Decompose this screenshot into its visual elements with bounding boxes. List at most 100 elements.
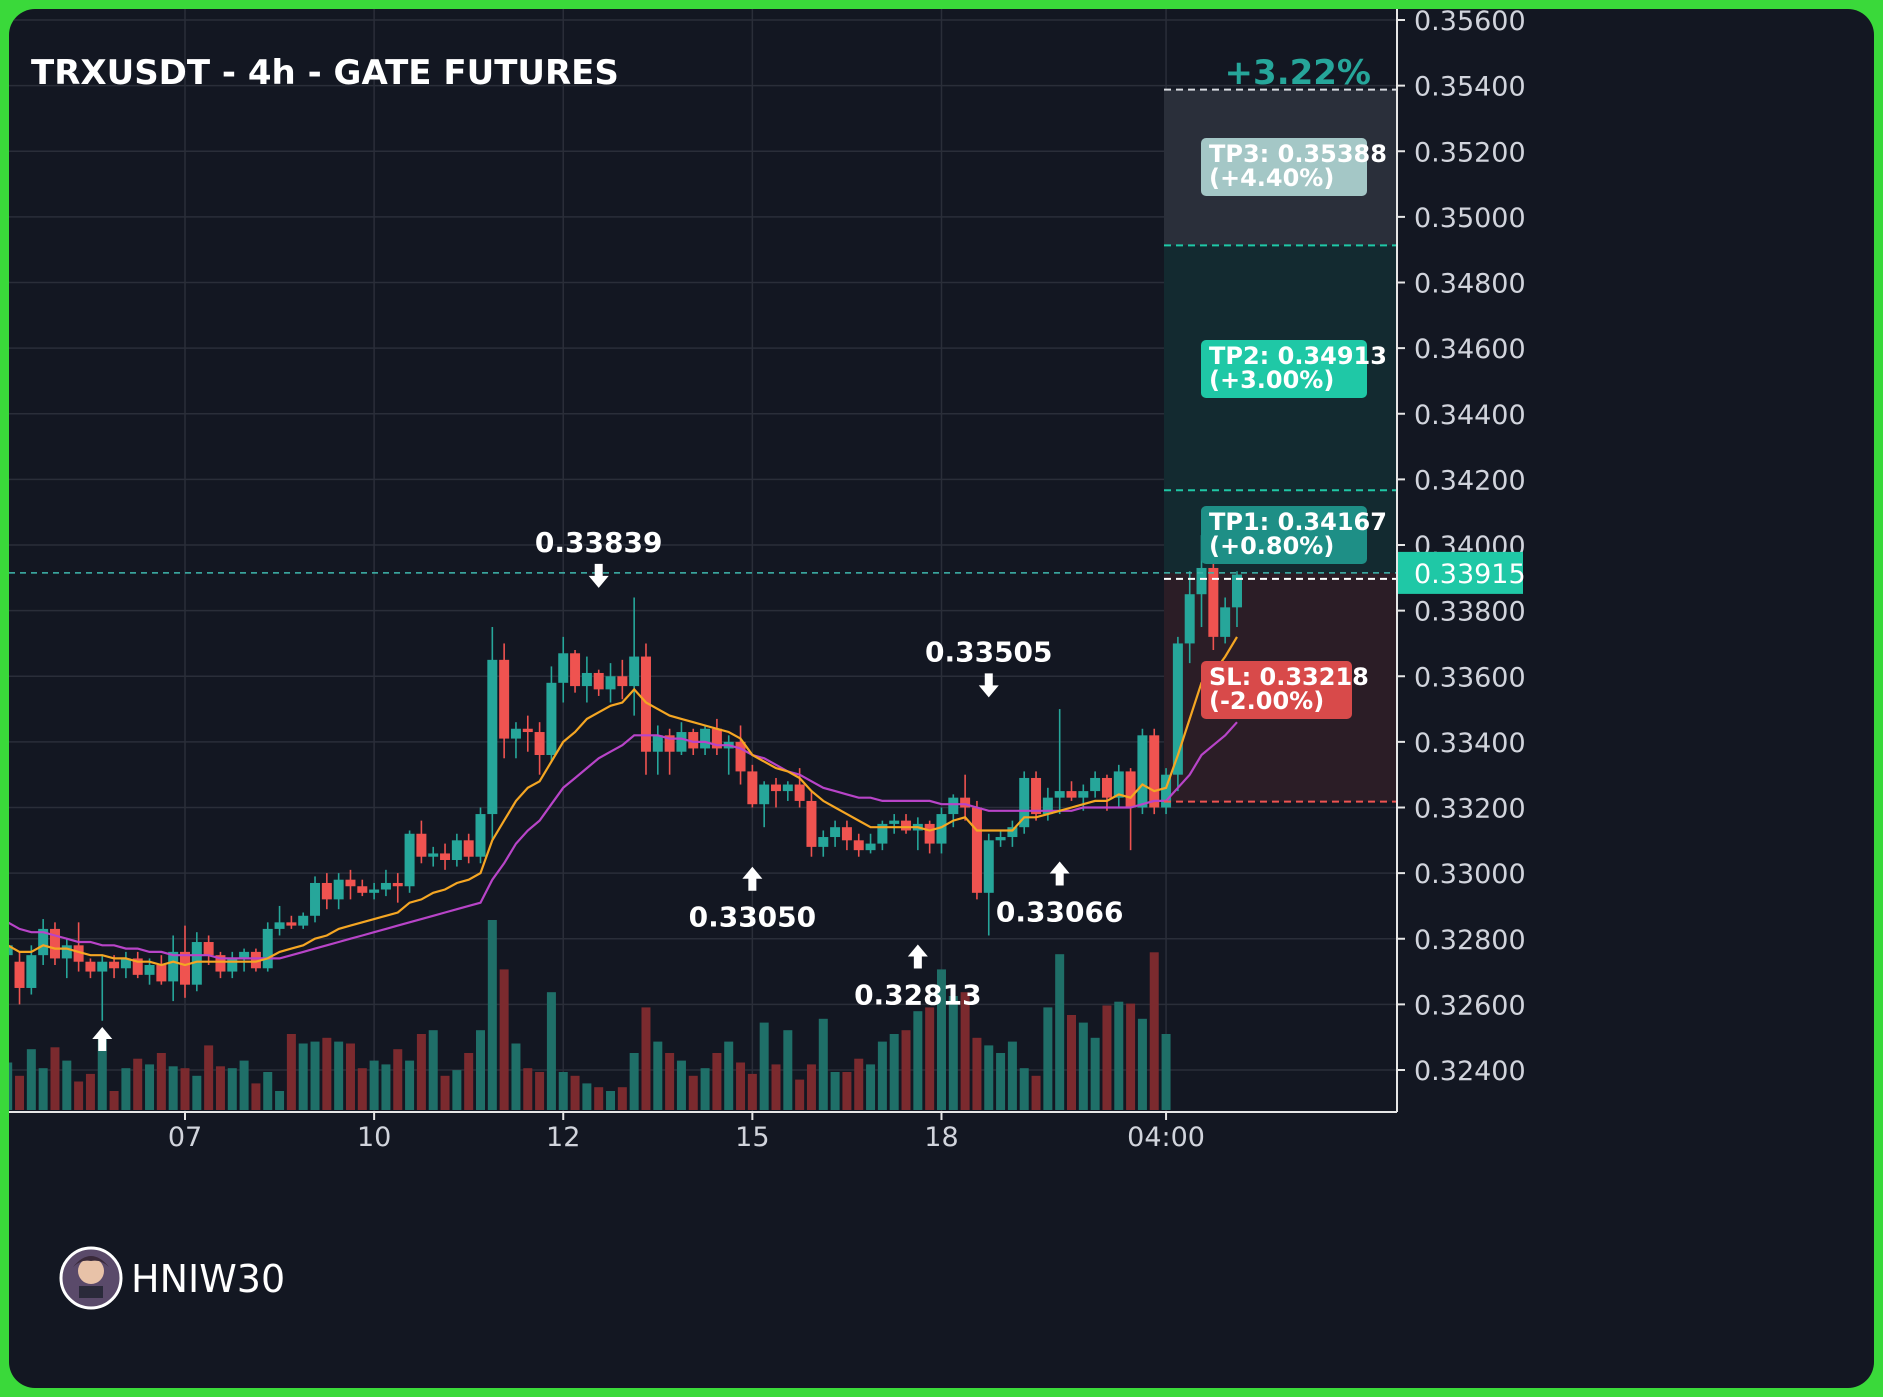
candle-body xyxy=(535,732,545,755)
candle-body xyxy=(1149,735,1159,807)
volume-bar xyxy=(653,1042,662,1110)
volume-bar xyxy=(878,1042,887,1110)
volume-bar xyxy=(795,1080,804,1110)
target-label-pct: (+0.80%) xyxy=(1209,532,1334,560)
candle-body xyxy=(286,922,296,925)
volume-bar xyxy=(535,1072,544,1110)
volume-bar xyxy=(192,1076,201,1110)
candle-body xyxy=(393,883,403,886)
y-tick-label: 0.32600 xyxy=(1414,990,1526,1021)
volume-bar xyxy=(559,1072,568,1110)
volume-bar xyxy=(677,1061,686,1110)
candle-body xyxy=(1078,791,1088,798)
volume-bar xyxy=(216,1066,225,1110)
price-annotation: 0.32813 xyxy=(854,978,982,1011)
candle-body xyxy=(85,962,95,972)
volume-bar xyxy=(594,1087,603,1110)
candle-body xyxy=(546,683,556,755)
volume-bar xyxy=(547,992,556,1110)
candle-body xyxy=(275,922,285,929)
volume-bar xyxy=(925,1007,934,1110)
candle-body xyxy=(334,880,344,900)
volume-bar xyxy=(452,1070,461,1110)
volume-bar xyxy=(334,1042,343,1110)
candle-body xyxy=(227,958,237,971)
chart-frame: 0.33839 0.33050 0.32813 0.33505 0.33066 0.35… xyxy=(9,9,1874,1388)
volume-bar xyxy=(984,1045,993,1110)
volume-bar xyxy=(429,1030,438,1110)
y-tick-label: 0.35200 xyxy=(1414,137,1526,168)
candle-body xyxy=(1090,778,1100,791)
price-chart[interactable]: 0.33839 0.33050 0.32813 0.33505 0.33066 0.35… xyxy=(9,9,1874,1388)
up-arrow-icon xyxy=(742,867,762,891)
volume-bars xyxy=(9,920,1171,1110)
y-tick-label: 0.34600 xyxy=(1414,334,1526,365)
target-label-sl: SL: 0.33218(-2.00%) xyxy=(1201,661,1369,719)
candle-body xyxy=(948,798,958,814)
y-tick-label: 0.33800 xyxy=(1414,597,1526,628)
candle-body xyxy=(582,673,592,686)
candle-body xyxy=(1055,791,1065,798)
candle-body xyxy=(1067,791,1077,798)
candle-body xyxy=(1031,778,1041,814)
volume-bar xyxy=(890,1034,899,1110)
volume-bar xyxy=(370,1061,379,1110)
volume-bar xyxy=(488,920,497,1110)
volume-bar xyxy=(204,1045,213,1110)
candle-body xyxy=(97,962,107,972)
avatar-face xyxy=(78,1258,104,1284)
x-tick-label: 07 xyxy=(168,1122,202,1153)
candle-body xyxy=(464,840,474,856)
candle-body xyxy=(168,952,178,982)
volume-bar xyxy=(630,1053,639,1110)
candle-body xyxy=(511,729,521,739)
volume-bar xyxy=(133,1059,142,1110)
candle-body xyxy=(783,785,793,792)
y-tick-label: 0.33000 xyxy=(1414,859,1526,890)
candle-body xyxy=(204,942,214,955)
volume-bar xyxy=(27,1049,36,1110)
candle-body xyxy=(1197,568,1207,594)
volume-bar xyxy=(441,1076,450,1110)
volume-bar xyxy=(523,1068,532,1110)
change-badge: +3.22% xyxy=(1225,53,1371,93)
target-label-pct: (+3.00%) xyxy=(1209,366,1334,394)
volume-bar xyxy=(1091,1038,1100,1110)
volume-bar xyxy=(1138,1019,1147,1110)
y-tick-label: 0.32400 xyxy=(1414,1056,1526,1087)
volume-bar xyxy=(665,1053,674,1110)
volume-bar xyxy=(783,1030,792,1110)
down-arrow-icon xyxy=(979,673,999,697)
candle-body xyxy=(310,883,320,916)
volume-bar xyxy=(464,1053,473,1110)
volume-bar xyxy=(842,1072,851,1110)
volume-bar xyxy=(854,1059,863,1110)
volume-bar xyxy=(240,1061,249,1110)
x-tick-label: 15 xyxy=(735,1122,769,1153)
candle-body xyxy=(50,929,60,959)
y-tick-label: 0.35000 xyxy=(1414,203,1526,234)
candle-body xyxy=(759,785,769,805)
volume-bar xyxy=(1067,1015,1076,1110)
volume-bar xyxy=(1126,1004,1135,1110)
current-price-label: 0.33915 xyxy=(1414,559,1526,590)
candle-body xyxy=(109,962,119,969)
candle-body xyxy=(795,785,805,801)
candle-body xyxy=(901,821,911,831)
volume-bar xyxy=(358,1068,367,1110)
volume-bar xyxy=(1162,1034,1171,1110)
volume-bar xyxy=(476,1030,485,1110)
volume-bar xyxy=(819,1019,828,1110)
volume-bar xyxy=(949,996,958,1110)
price-annotations: 0.338390.330500.328130.335050.33066 xyxy=(92,526,1123,1051)
volume-bar xyxy=(110,1091,119,1110)
y-tick-label: 0.34800 xyxy=(1414,269,1526,300)
volume-bar xyxy=(299,1044,308,1111)
candle-body xyxy=(156,965,166,981)
candle-body xyxy=(440,853,450,860)
y-tick-label: 0.32800 xyxy=(1414,925,1526,956)
volume-bar xyxy=(807,1064,816,1110)
candle-body xyxy=(428,853,438,856)
volume-bar xyxy=(701,1068,710,1110)
volume-bar xyxy=(1032,1076,1041,1110)
